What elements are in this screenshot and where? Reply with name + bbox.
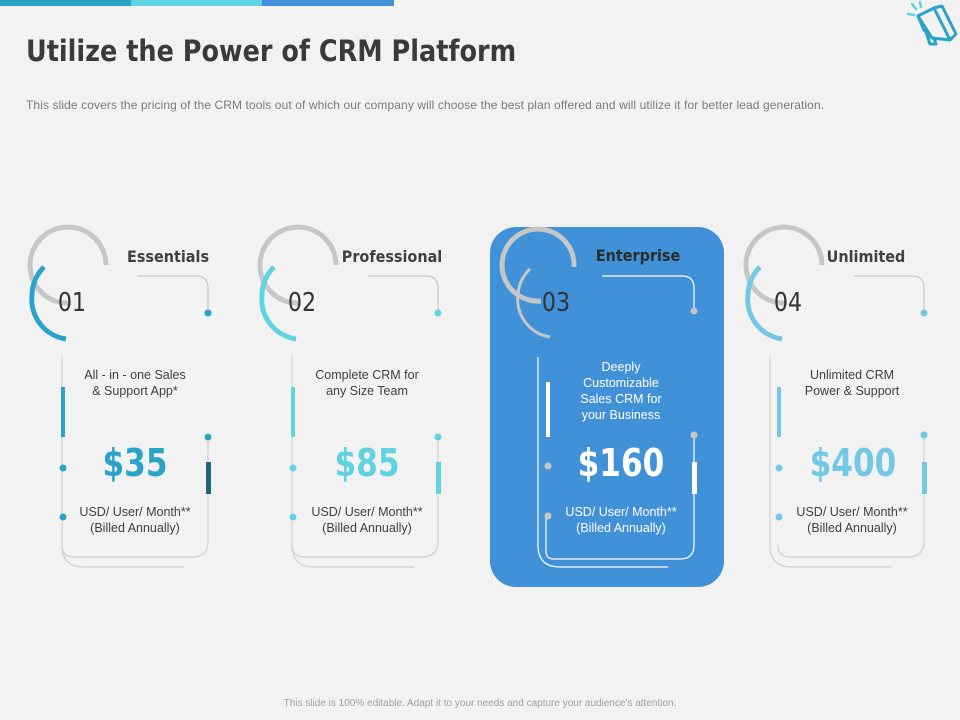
pricing-card-essentials[interactable]: Essentials 01 All - in - one Sales & Supp…	[26, 224, 260, 587]
plan-description: Unlimited CRM Power & Support	[804, 368, 900, 398]
top-accent-bar	[0, 0, 394, 6]
enterprise-highlight-panel	[490, 227, 724, 587]
page-subtitle: This slide covers the pricing of the CRM…	[26, 98, 825, 112]
plan-billing: USD/ User/ Month** (Billed Annually)	[565, 505, 677, 535]
plan-name: Essentials	[126, 247, 210, 266]
plan-number: 03	[541, 288, 571, 318]
card-decoration	[257, 224, 442, 568]
pricing-card-unlimited[interactable]: Unlimited 04 Unlimited CRM Power & Suppor…	[742, 224, 960, 587]
plan-description: Complete CRM for any Size Team	[315, 368, 419, 398]
plan-price: $400	[809, 441, 897, 485]
card-decoration	[499, 226, 698, 568]
plan-description: Deeply Customizable Sales CRM for your Bus…	[580, 360, 662, 422]
plan-description: All - in - one Sales & Support App*	[84, 368, 186, 398]
megaphone-icon	[906, 0, 958, 46]
plan-price: $85	[334, 441, 400, 485]
card-decoration	[743, 224, 928, 568]
plan-number: 01	[57, 288, 87, 318]
plan-price: $160	[577, 441, 665, 485]
plan-billing: USD/ User/ Month** (Billed Annually)	[796, 505, 908, 535]
page-title: Utilize the Power of CRM Platform	[26, 34, 517, 68]
plan-number: 02	[287, 288, 317, 318]
plan-billing: USD/ User/ Month** (Billed Annually)	[79, 505, 191, 535]
plan-name: Unlimited	[826, 247, 906, 266]
pricing-card-enterprise[interactable]: Enterprise 03 Deeply Customizable Sales C…	[490, 226, 724, 587]
plan-number: 04	[773, 288, 803, 318]
plan-name: Enterprise	[595, 246, 681, 265]
footer-note: This slide is 100% editable. Adapt it to…	[283, 698, 677, 709]
plan-billing: USD/ User/ Month** (Billed Annually)	[311, 505, 423, 535]
plan-name: Professional	[341, 247, 443, 266]
pricing-card-professional[interactable]: Professional 02 Complete CRM for any Size…	[256, 224, 490, 587]
card-decoration	[27, 224, 212, 568]
plan-price: $35	[102, 441, 168, 485]
